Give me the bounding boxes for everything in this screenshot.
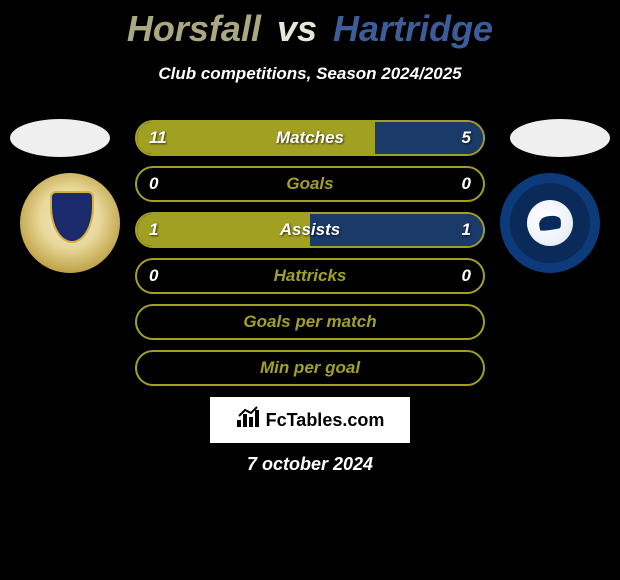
date-text: 7 october 2024 (0, 454, 620, 475)
stat-bar-row: Matches115 (135, 120, 485, 156)
stat-bar-row: Goals per match (135, 304, 485, 340)
stat-label: Min per goal (137, 352, 483, 384)
stat-value-left: 0 (149, 260, 158, 292)
stat-label: Goals (137, 168, 483, 200)
player2-club-badge (500, 173, 600, 273)
club-badge-b-icon (500, 173, 600, 273)
stat-bar-row: Min per goal (135, 350, 485, 386)
stat-value-left: 11 (149, 122, 167, 154)
comparison-title: Horsfall vs Hartridge (0, 0, 620, 50)
subtitle: Club competitions, Season 2024/2025 (0, 64, 620, 84)
stat-value-right: 0 (462, 260, 471, 292)
stat-value-right: 5 (462, 122, 471, 154)
stat-value-left: 1 (149, 214, 158, 246)
fctables-logo-icon (236, 406, 262, 434)
player1-club-badge (20, 173, 120, 273)
stat-value-right: 1 (462, 214, 471, 246)
player2-avatar-placeholder (510, 119, 610, 157)
brand-watermark: FcTables.com (210, 397, 410, 443)
stat-bar-row: Hattricks0 0 (135, 258, 485, 294)
player1-avatar-placeholder (10, 119, 110, 157)
brand-text: FcTables.com (266, 410, 385, 431)
player1-name: Horsfall (127, 8, 261, 49)
stat-bars-container: Matches115Goals00Assists11Hattricks00Goa… (135, 120, 485, 396)
club-badge-a-icon (20, 173, 120, 273)
stat-label: Goals per match (137, 306, 483, 338)
stat-bar-fill-left (137, 122, 375, 154)
stat-value-left: 0 (149, 168, 158, 200)
stat-bar-fill-right (310, 214, 483, 246)
vs-separator: vs (277, 8, 317, 49)
player2-name: Hartridge (333, 8, 493, 49)
stat-bar-row: Assists11 (135, 212, 485, 248)
stat-label: Hattricks (137, 260, 483, 292)
stat-value-right: 0 (462, 168, 471, 200)
stat-bar-row: Goals0 0 (135, 166, 485, 202)
stat-bar-fill-left (137, 214, 310, 246)
